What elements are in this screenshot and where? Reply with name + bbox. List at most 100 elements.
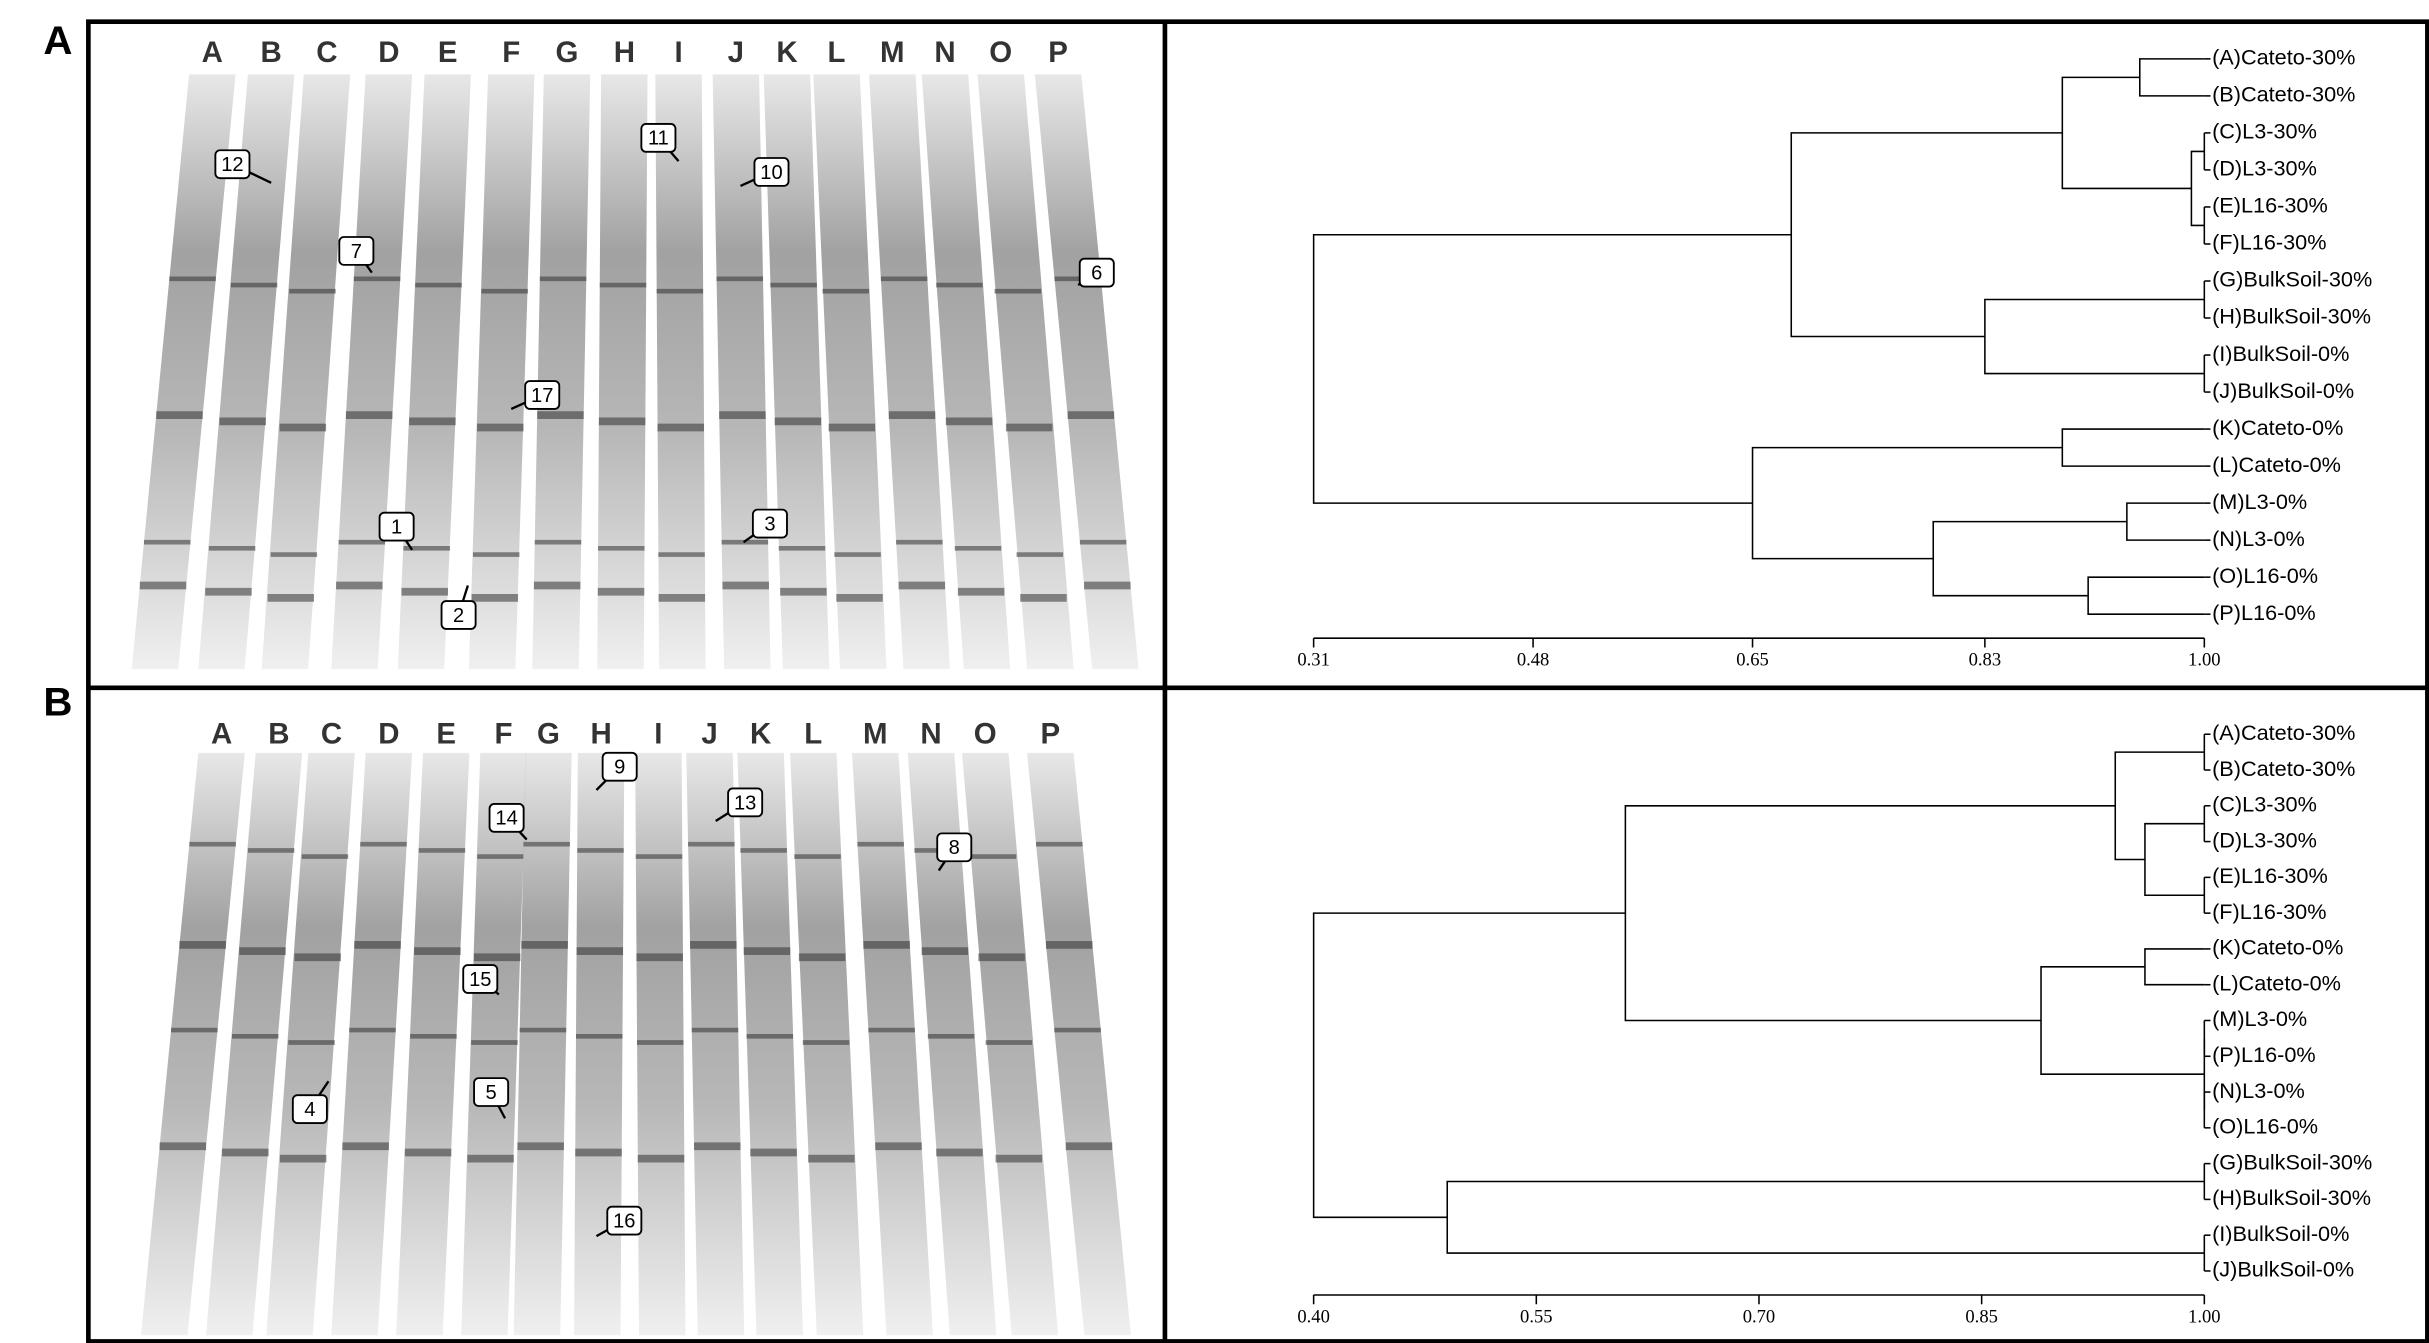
band-label-box	[378, 511, 415, 542]
band-label: 5	[486, 1082, 497, 1104]
band-label: 17	[531, 385, 553, 407]
lane-letter: E	[436, 718, 456, 751]
lane-letter: G	[556, 36, 579, 69]
gel-lane	[396, 752, 470, 1336]
leaf-label: (D)L3-30%	[2212, 156, 2317, 181]
gel-lane	[921, 74, 1011, 670]
band-label: 1	[391, 517, 402, 539]
lane-letter: C	[321, 718, 342, 751]
band-label: 8	[949, 837, 960, 859]
dendrogram-link	[2144, 822, 2205, 897]
lane-letter: F	[495, 718, 513, 751]
band-label-box	[601, 751, 638, 782]
band-label-box	[1078, 257, 1115, 288]
panel-label: B	[43, 679, 72, 724]
dendrogram-link	[1312, 912, 1626, 1219]
gel-lane	[655, 74, 706, 670]
gel-lane	[852, 752, 933, 1336]
x-tick-label: 0.83	[1969, 650, 2002, 671]
gel-lane	[331, 74, 413, 670]
lane-letter: D	[378, 36, 399, 69]
leaf-label: (M)L3-0%	[2212, 489, 2307, 514]
gel-lane	[141, 752, 245, 1336]
band-label-box	[524, 380, 561, 410]
panel-label: A	[43, 18, 72, 63]
band-label: 14	[495, 808, 517, 830]
leaf-label: (K)Cateto-0%	[2212, 935, 2343, 960]
gel-lane	[331, 752, 413, 1336]
x-tick-label: 1.00	[2188, 650, 2221, 671]
gel-lane	[532, 74, 591, 670]
frame	[86, 19, 2429, 1343]
leaf-label: (C)L3-30%	[2212, 792, 2317, 817]
band-label-box	[488, 803, 525, 833]
leaf-label: (J)BulkSoil-0%	[2212, 378, 2354, 403]
dendrogram-link	[1312, 233, 1792, 504]
dendrogram-link	[1984, 298, 2205, 375]
leaf-label: (F)L16-30%	[2212, 230, 2326, 255]
lane-letter: C	[316, 36, 337, 69]
leaf-label: (P)L16-0%	[2212, 600, 2316, 625]
leaf-label: (I)BulkSoil-0%	[2212, 341, 2349, 366]
leaf-label: (L)Cateto-0%	[2212, 970, 2341, 995]
band-label: 10	[760, 162, 782, 184]
gel-lane	[1027, 752, 1131, 1336]
leaf-label: (C)L3-30%	[2212, 119, 2317, 144]
lane-letter: N	[920, 718, 941, 751]
lane-letter: P	[1040, 718, 1060, 751]
gel-lane	[198, 74, 295, 670]
dendrogram-link	[1446, 1180, 2205, 1254]
band-label: 6	[1091, 262, 1102, 284]
gel-lane	[205, 752, 303, 1336]
leaf-label: (J)BulkSoil-0%	[2212, 1257, 2354, 1282]
lane-letter: A	[202, 36, 223, 69]
band-label-box	[440, 600, 477, 630]
lane-letter: L	[804, 718, 822, 751]
lane-letter: I	[654, 718, 662, 751]
dendrogram-link	[2114, 751, 2205, 861]
dendrogram-link	[2139, 58, 2205, 97]
leaf-label: (B)Cateto-30%	[2212, 82, 2355, 107]
leaf-label: (G)BulkSoil-30%	[2212, 1149, 2372, 1174]
x-tick-label: 0.31	[1297, 650, 1330, 671]
dendrogram-link	[2087, 576, 2205, 615]
dendrogram-link	[2061, 76, 2192, 190]
lane-letter: G	[537, 718, 560, 751]
band-label-box	[291, 1094, 328, 1124]
band-label-box	[473, 1077, 510, 1107]
gel-lane	[977, 74, 1074, 670]
lane-letter: L	[828, 36, 846, 69]
leaf-label: (L)Cateto-0%	[2212, 452, 2341, 477]
gel-lane	[597, 74, 648, 670]
band-label-box	[727, 787, 764, 818]
leaf-label: (H)BulkSoil-30%	[2212, 1185, 2371, 1210]
dendrogram-link	[1751, 446, 2063, 560]
dendrogram-link	[2190, 150, 2205, 227]
leaf-label: (N)L3-0%	[2212, 526, 2305, 551]
gel-lane	[813, 74, 887, 670]
leaf-label: (H)BulkSoil-30%	[2212, 304, 2371, 329]
leaf-label: (D)L3-30%	[2212, 827, 2317, 852]
lane-letter: M	[880, 36, 905, 69]
leaf-label: (B)Cateto-30%	[2212, 756, 2355, 781]
x-tick-label: 0.55	[1520, 1306, 1553, 1327]
gel-lane	[1034, 74, 1139, 670]
band-label: 11	[648, 128, 669, 150]
x-tick-label: 0.48	[1517, 650, 1550, 671]
leaf-label: (P)L16-0%	[2212, 1042, 2316, 1067]
leaf-label: (N)L3-0%	[2212, 1078, 2305, 1103]
lane-letter: F	[502, 36, 520, 69]
lane-letter: M	[863, 718, 888, 751]
leaf-label: (M)L3-0%	[2212, 1006, 2307, 1031]
x-tick-label: 0.85	[1965, 1306, 1998, 1327]
lane-letter: H	[614, 36, 635, 69]
band-label: 7	[351, 241, 362, 263]
band-label-box	[338, 236, 375, 266]
gel-lane	[869, 74, 950, 670]
gel-lane	[513, 752, 572, 1336]
x-tick-label: 0.65	[1736, 650, 1769, 671]
lane-letter: J	[728, 36, 744, 69]
band-label: 12	[221, 154, 243, 176]
band-label-box	[214, 149, 251, 180]
lane-letter: I	[674, 36, 682, 69]
